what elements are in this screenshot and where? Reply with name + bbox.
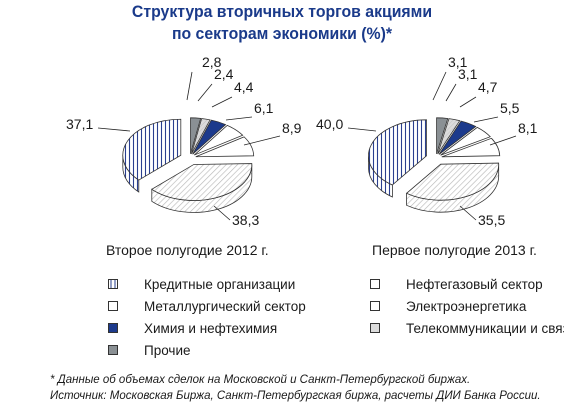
data-label-oil-gas: 38,3 [232, 212, 259, 228]
slice-other [190, 117, 202, 154]
legend-item-credit: Кредитные организации [108, 276, 295, 292]
leader-line-other [432, 71, 447, 101]
data-label-oil-gas: 35,5 [478, 212, 505, 228]
data-label-chemistry: 4,7 [478, 79, 498, 95]
legend-item-metallurgy: Металлургический сектор [108, 298, 306, 314]
leader-line-telecom [445, 83, 457, 102]
leader-line-chemistry [211, 96, 233, 108]
data-label-metallurgy: 8,1 [518, 120, 538, 136]
pie-2013: 3,13,14,75,58,135,540,0 [316, 54, 538, 228]
chart-title-line2: по секторам экономики (%)* [171, 24, 393, 43]
slice-telecom [437, 118, 461, 155]
pie-caption-2012: Второе полугодие 2012 г. [106, 242, 269, 258]
pie-caption-2013: Первое полугодие 2013 г. [372, 242, 537, 258]
slice-power [440, 126, 491, 156]
slice-metallurgy [195, 136, 255, 158]
footnote: * Данные об объемах сделок на Московской… [50, 374, 471, 386]
slice-power [194, 124, 244, 156]
legend-item-other: Прочие [108, 342, 191, 358]
legend-swatch [108, 301, 118, 311]
data-label-credit: 40,0 [316, 116, 343, 132]
legend-label: Нефтегазовый сектор [406, 276, 543, 292]
chart-title-line1: Структура вторичных торгов акциями [131, 2, 433, 21]
slice-other [436, 117, 449, 154]
legend-swatch [108, 279, 118, 289]
data-label-telecom: 2,4 [214, 66, 234, 82]
data-label-power: 6,1 [254, 100, 274, 116]
slice-telecom [191, 118, 211, 155]
leader-line-metallurgy [243, 135, 281, 146]
slice-credit [122, 118, 182, 181]
slice-oil-gas [151, 163, 253, 201]
leader-line-credit [347, 127, 377, 132]
slice-chemistry [438, 120, 477, 155]
legend-swatch [108, 323, 118, 333]
slice-chemistry [192, 119, 227, 155]
legend-item-chemistry: Химия и нефтехимия [108, 320, 277, 336]
legend-swatch [370, 301, 380, 311]
slice-oil-gas [405, 162, 500, 201]
data-label-metallurgy: 8,9 [282, 120, 302, 136]
leader-line-other [186, 71, 193, 101]
data-label-other: 3,1 [448, 54, 468, 70]
data-label-other: 2,8 [202, 54, 222, 70]
leader-line-telecom [197, 83, 213, 102]
legend-label: Телекоммуникации и связь [406, 320, 564, 336]
legend-item-power: Электроэнергетика [370, 298, 526, 314]
legend-swatch [108, 345, 118, 355]
data-label-telecom: 3,1 [458, 66, 478, 82]
legend-item-telecom: Телекоммуникации и связь [370, 320, 564, 336]
source-note: Источник: Московская Биржа, Санкт-Петерб… [50, 390, 541, 402]
leader-line-power [473, 116, 499, 123]
data-label-chemistry: 4,4 [234, 79, 254, 95]
legend-label: Электроэнергетика [406, 298, 527, 314]
leader-line-metallurgy [489, 135, 517, 146]
slice-credit [368, 119, 427, 186]
leader-line-power [225, 116, 253, 121]
leader-line-chemistry [459, 96, 477, 108]
legend-swatch [370, 323, 380, 333]
legend-swatch [370, 279, 380, 289]
legend-item-oil-gas: Нефтегазовый сектор [370, 276, 543, 292]
data-label-credit: 37,1 [66, 116, 93, 132]
legend-label: Химия и нефтехимия [144, 320, 278, 336]
leader-line-credit [97, 127, 131, 132]
pie-2012: 2,82,44,46,1 8,9 38,3 37,1 [66, 54, 302, 228]
leader-line-oil-gas [459, 205, 477, 221]
legend-label: Кредитные организации [144, 276, 296, 292]
leader-line-oil-gas [213, 205, 231, 221]
legend-label: Прочие [144, 342, 191, 358]
slice-metallurgy [441, 137, 501, 158]
data-label-power: 5,5 [500, 100, 520, 116]
legend-label: Металлургический сектор [144, 298, 306, 314]
